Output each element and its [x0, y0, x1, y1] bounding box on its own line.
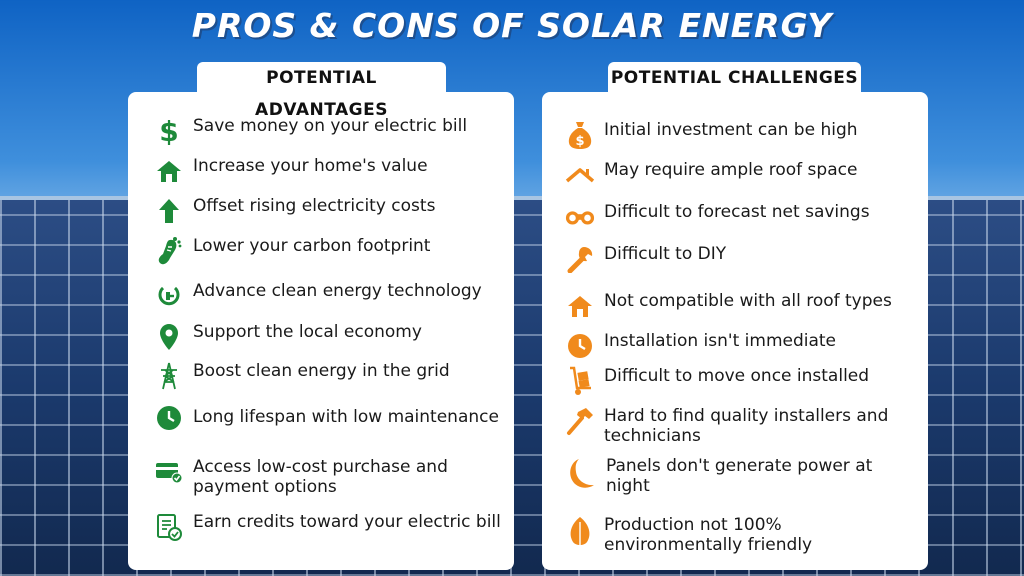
- advantage-label: Offset rising electricity costs: [193, 196, 436, 216]
- advantage-item: Access low-cost purchase and payment opt…: [154, 457, 504, 497]
- advantage-label: Advance clean energy technology: [193, 281, 482, 301]
- challenge-label: Installation isn't immediate: [604, 331, 837, 351]
- clock-icon: [565, 331, 595, 361]
- dollar-icon: $: [154, 116, 184, 146]
- house-icon: [565, 291, 595, 321]
- svg-text:$: $: [575, 134, 584, 149]
- challenge-label: Initial investment can be high: [604, 120, 858, 140]
- money-bag-icon: $: [565, 120, 595, 150]
- advantage-item: Advance clean energy technology: [154, 281, 504, 311]
- challenge-label: Production not 100% environmentally frie…: [604, 515, 813, 555]
- wrench-icon: [565, 244, 595, 274]
- advantage-item: Lower your carbon footprint: [154, 236, 504, 266]
- roof-icon: [565, 160, 595, 190]
- moon-icon: [565, 456, 597, 492]
- challenges-card: [542, 92, 928, 570]
- hand-truck-icon: [565, 366, 595, 396]
- challenge-item: Difficult to DIY: [565, 244, 920, 274]
- challenge-item: Hard to find quality installers and tech…: [565, 406, 920, 446]
- power-tower-icon: [154, 361, 184, 391]
- advantage-label: Increase your home's value: [193, 156, 428, 176]
- challenges-heading: POTENTIAL CHALLENGES: [608, 62, 861, 94]
- advantage-label: Save money on your electric bill: [193, 116, 468, 136]
- advantages-heading: POTENTIAL ADVANTAGES: [197, 62, 446, 120]
- map-pin-icon: [154, 322, 184, 352]
- advantage-label: Long lifespan with low maintenance: [193, 407, 499, 427]
- arrow-up-icon: [154, 196, 184, 226]
- leaf-icon: [565, 515, 595, 549]
- challenge-item: May require ample roof space: [565, 160, 920, 190]
- advantage-label: Access low-cost purchase and payment opt…: [193, 457, 448, 497]
- clock-icon: [154, 403, 184, 433]
- challenge-label: May require ample roof space: [604, 160, 858, 180]
- advantage-item: Long lifespan with low maintenance: [154, 406, 504, 433]
- challenge-item: Production not 100% environmentally frie…: [565, 515, 920, 555]
- hammer-icon: [565, 406, 595, 436]
- advantage-item: Boost clean energy in the grid: [154, 361, 504, 391]
- advantage-item: Support the local economy: [154, 322, 504, 352]
- footprint-icon: [154, 236, 184, 266]
- advantage-label: Lower your carbon footprint: [193, 236, 431, 256]
- advantage-item: Increase your home's value: [154, 156, 504, 186]
- advantage-label: Earn credits toward your electric bill: [193, 512, 501, 532]
- advantages-card: [128, 92, 514, 570]
- challenge-item: Panels don't generate power at night: [565, 456, 920, 496]
- challenge-item: Installation isn't immediate: [565, 331, 920, 361]
- challenge-label: Not compatible with all roof types: [604, 291, 892, 311]
- credit-card-icon: [154, 457, 184, 487]
- advantage-label: Boost clean energy in the grid: [193, 361, 450, 381]
- svg-text:$: $: [159, 117, 178, 145]
- challenge-label: Difficult to forecast net savings: [604, 202, 870, 222]
- document-check-icon: [154, 512, 184, 542]
- advantage-item: Offset rising electricity costs: [154, 196, 504, 226]
- advantage-item: $ Save money on your electric bill: [154, 116, 504, 146]
- challenge-item: Difficult to forecast net savings: [565, 202, 920, 232]
- binoculars-icon: [565, 202, 595, 232]
- challenge-item: Difficult to move once installed: [565, 366, 920, 396]
- advantage-item: Earn credits toward your electric bill: [154, 512, 504, 542]
- page-title: PROS & CONS OF SOLAR ENERGY: [191, 6, 833, 45]
- challenge-label: Difficult to move once installed: [604, 366, 870, 386]
- challenge-item: Not compatible with all roof types: [565, 291, 920, 321]
- advantage-label: Support the local economy: [193, 322, 422, 342]
- challenge-label: Hard to find quality installers and tech…: [604, 406, 889, 446]
- plug-icon: [154, 281, 184, 311]
- challenge-label: Difficult to DIY: [604, 244, 727, 264]
- challenge-label: Panels don't generate power at night: [606, 456, 873, 496]
- challenge-item: $ Initial investment can be high: [565, 120, 920, 150]
- house-icon: [154, 156, 184, 186]
